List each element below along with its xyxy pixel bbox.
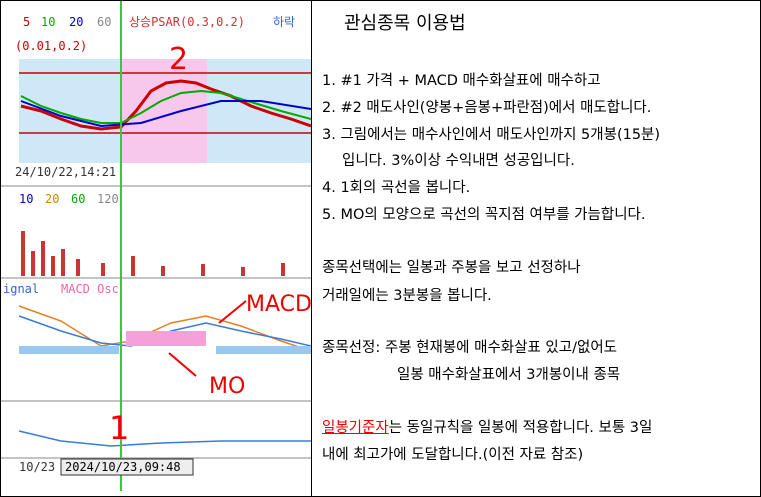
legend-item: 20 — [69, 15, 83, 29]
legend-item: 60 — [71, 192, 85, 206]
list-item: 1. #1 가격 + MACD 매수화살표에 매수하고 — [322, 73, 601, 89]
annotation: MACD — [246, 292, 311, 317]
list-item: 3. 그림에서는 매수사인에서 매도사인까지 5개봉(15분) — [322, 127, 661, 143]
psar-params: (0.01,0.2) — [15, 39, 87, 53]
annotation: MO — [209, 374, 245, 399]
paragraph: 종목선택에는 일봉과 주봉을 보고 선정하나 — [322, 260, 581, 276]
legend-item: 10 — [19, 192, 33, 206]
osc-bars-pos — [126, 331, 206, 346]
legend-item: 5 — [23, 15, 30, 29]
legend-item: 하락 — [273, 15, 295, 29]
annotation: 1 — [109, 409, 129, 447]
paragraph: 거래일에는 3분봉을 봅니다. — [322, 288, 492, 304]
date-label: 10/23 — [19, 460, 55, 474]
legend-item: 60 — [97, 15, 111, 29]
legend-item: MACD Osc — [61, 282, 119, 296]
legend-item: 상승PSAR(0.3,0.2) — [129, 15, 245, 29]
price-time: 24/10/22,14:21 — [15, 165, 116, 179]
list-item: 입니다. 3%이상 수익내면 성공입니다. — [342, 153, 575, 169]
paragraph: 내에 최고가에 도달합니다.(이전 자료 참조) — [322, 447, 584, 463]
title: 관심종목 이용법 — [344, 13, 466, 34]
osc-bars-neg — [19, 346, 311, 354]
legend-item: 20 — [45, 192, 59, 206]
highlight: 일봉기준자 — [322, 420, 389, 436]
document: 관심종목 이용법 1. #1 가격 + MACD 매수화살표에 매수하고 2. … — [311, 1, 760, 496]
paragraph: 일봉 매수화살표에서 3개봉이내 종목 — [397, 367, 621, 383]
indicator-line — [18, 430, 311, 447]
annotation-arrow — [218, 300, 247, 324]
cursor-time: 2024/10/23,09:48 — [65, 460, 181, 474]
list-item: 2. #2 매도사인(양봉+음봉+파란점)에서 매도합니다. — [322, 100, 652, 116]
list-item: 5. MO의 모양으로 곡선의 꼭지점 여부를 가늠합니다. — [322, 207, 646, 223]
highlight-area — [121, 59, 207, 163]
legend-item: 120 — [97, 192, 119, 206]
ma-line — [20, 79, 311, 131]
ma-line — [20, 89, 311, 124]
ma-line — [20, 100, 311, 128]
cursor-time-box — [60, 458, 194, 476]
text: 는 동일규칙을 일봉에 적용합니다. 보통 3일 — [388, 420, 653, 436]
list-item: 4. 1회의 곡선을 봅니다. — [322, 180, 471, 196]
stock-chart: 5 10 20 60 상승PSAR(0.3,0.2) 하락 (0.01,0.2)… — [1, 1, 311, 496]
volume-bars — [21, 231, 285, 276]
paragraph: 일봉기준자는 동일규칙을 일봉에 적용합니다. 보통 3일 — [322, 416, 652, 437]
legend-item: ignal — [3, 282, 39, 296]
legend-item: 10 — [41, 15, 55, 29]
annotation: 2 — [169, 42, 188, 77]
annotation-arrow — [168, 352, 197, 377]
paragraph: 종목선정: 주봉 현재봉에 매수화살표 있고/없어도 — [322, 340, 618, 356]
